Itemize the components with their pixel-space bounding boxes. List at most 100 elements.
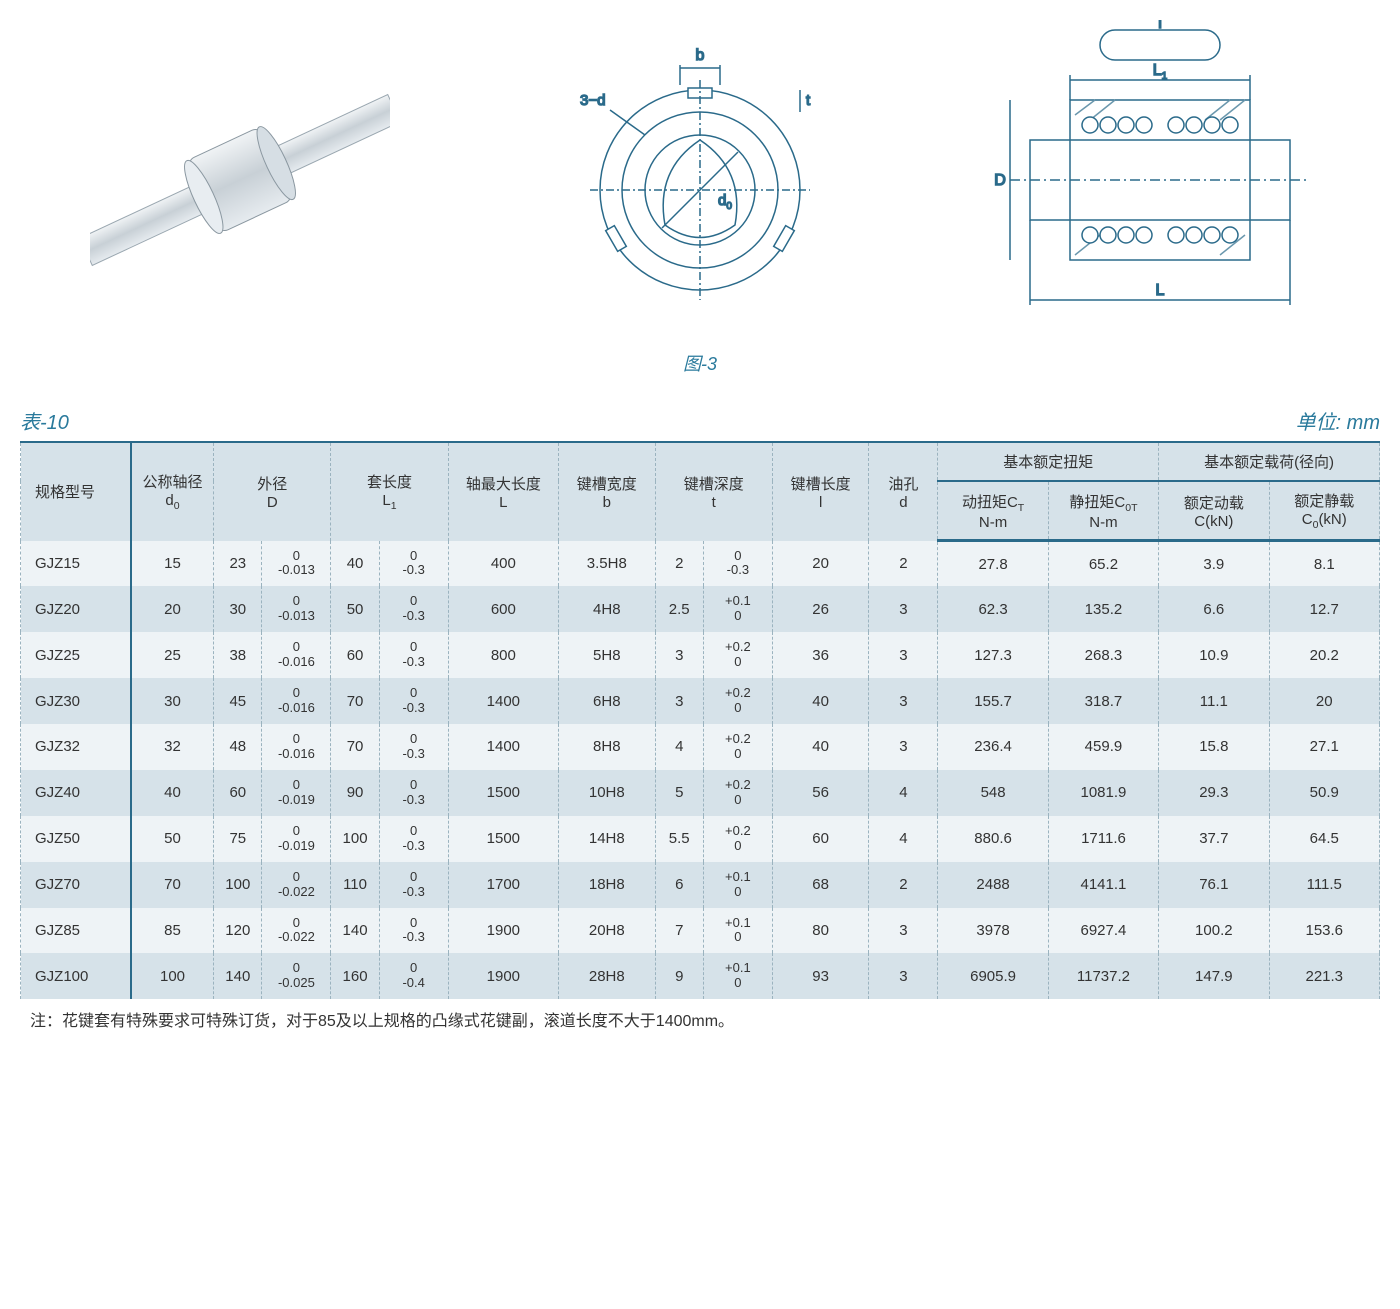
table-cell: 85: [131, 908, 214, 954]
table-cell: GJZ25: [21, 632, 131, 678]
table-cell: 6.6: [1159, 586, 1269, 632]
table-cell: GJZ85: [21, 908, 131, 954]
table-cell: 153.6: [1269, 908, 1379, 954]
table-cell: +0.20: [703, 816, 772, 862]
table-cell: 27.1: [1269, 724, 1379, 770]
th-t: 键槽深度t: [655, 442, 772, 541]
table-cell: 155.7: [938, 678, 1048, 724]
table-row: GJZ1001001400-0.0251600-0.4190028H89+0.1…: [21, 953, 1380, 999]
table-cell: 140: [331, 908, 379, 954]
table-cell: 110: [331, 862, 379, 908]
fig-side-view: l L1: [940, 20, 1380, 340]
table-row: GJZ3030450-0.016700-0.314006H83+0.204031…: [21, 678, 1380, 724]
th-load-group: 基本额定载荷(径向): [1159, 442, 1380, 481]
th-L1: 套长度L1: [331, 442, 448, 541]
table-cell: 3.5H8: [559, 541, 656, 587]
table-cell: 4141.1: [1048, 862, 1158, 908]
table-cell: 100: [331, 816, 379, 862]
table-cell: 9: [655, 953, 703, 999]
table-cell: 23: [214, 541, 262, 587]
table-cell: 1700: [448, 862, 558, 908]
table-cell: 0-0.019: [262, 770, 331, 816]
th-c0: 额定静载C0(kN): [1269, 481, 1379, 541]
table-cell: 0-0.016: [262, 632, 331, 678]
table-cell: 1500: [448, 816, 558, 862]
table-cell: 0-0.3: [379, 908, 448, 954]
table-cell: 5H8: [559, 632, 656, 678]
table-cell: 50.9: [1269, 770, 1379, 816]
table-cell: +0.20: [703, 724, 772, 770]
table-unit: 单位: mm: [1296, 406, 1380, 435]
table-cell: 45: [214, 678, 262, 724]
table-cell: 6: [655, 862, 703, 908]
table-cell: 800: [448, 632, 558, 678]
table-cell: GJZ40: [21, 770, 131, 816]
table-cell: 75: [214, 816, 262, 862]
table-cell: 36: [772, 632, 869, 678]
th-d: 油孔d: [869, 442, 938, 541]
table-cell: 11737.2: [1048, 953, 1158, 999]
table-cell: 3.9: [1159, 541, 1269, 587]
figure-area: b d0 t: [20, 20, 1380, 340]
table-cell: 15: [131, 541, 214, 587]
table-cell: 0-0.022: [262, 908, 331, 954]
th-l: 键槽长度l: [772, 442, 869, 541]
table-cell: 11.1: [1159, 678, 1269, 724]
table-cell: 20: [772, 541, 869, 587]
table-cell: 1400: [448, 724, 558, 770]
table-cell: 127.3: [938, 632, 1048, 678]
table-cell: +0.20: [703, 678, 772, 724]
table-cell: 5: [655, 770, 703, 816]
table-cell: 318.7: [1048, 678, 1158, 724]
svg-text:l: l: [1158, 20, 1162, 32]
table-cell: 12.7: [1269, 586, 1379, 632]
table-cell: 38: [214, 632, 262, 678]
th-d0: 公称轴径d0: [131, 442, 214, 541]
table-cell: 4H8: [559, 586, 656, 632]
table-cell: 70: [331, 678, 379, 724]
table-cell: 3: [869, 953, 938, 999]
table-cell: 3: [869, 632, 938, 678]
table-cell: 0-0.022: [262, 862, 331, 908]
table-cell: 0-0.3: [703, 541, 772, 587]
fig-3d-render: [20, 70, 460, 290]
table-cell: 28H8: [559, 953, 656, 999]
table-cell: 25: [131, 632, 214, 678]
table-cell: 64.5: [1269, 816, 1379, 862]
table-cell: 5.5: [655, 816, 703, 862]
table-cell: 8.1: [1269, 541, 1379, 587]
table-cell: +0.20: [703, 632, 772, 678]
table-cell: 100: [214, 862, 262, 908]
table-cell: 3: [869, 724, 938, 770]
table-footnote: 注：花键套有特殊要求可特殊订货，对于85及以上规格的凸缘式花键副，滚道长度不大于…: [20, 1007, 1380, 1031]
table-row: GJZ70701000-0.0221100-0.3170018H86+0.106…: [21, 862, 1380, 908]
table-cell: 160: [331, 953, 379, 999]
th-D: 外径D: [214, 442, 331, 541]
th-ct: 动扭矩CTN-m: [938, 481, 1048, 541]
table-cell: 32: [131, 724, 214, 770]
table-cell: 1081.9: [1048, 770, 1158, 816]
table-cell: 40: [331, 541, 379, 587]
spec-table: 规格型号 公称轴径d0 外径D 套长度L1 轴最大长度L 键槽宽度b 键槽深度t…: [20, 441, 1380, 999]
svg-text:L1: L1: [1153, 62, 1168, 82]
table-cell: 93: [772, 953, 869, 999]
table-cell: 10.9: [1159, 632, 1269, 678]
table-cell: 1500: [448, 770, 558, 816]
table-cell: 2: [869, 541, 938, 587]
fig-cross-section: b d0 t: [480, 40, 920, 320]
table-cell: 62.3: [938, 586, 1048, 632]
table-cell: 70: [331, 724, 379, 770]
table-cell: 0-0.013: [262, 586, 331, 632]
table-cell: 0-0.016: [262, 678, 331, 724]
table-cell: 14H8: [559, 816, 656, 862]
th-c: 额定动载C(kN): [1159, 481, 1269, 541]
table-cell: 140: [214, 953, 262, 999]
table-cell: 1400: [448, 678, 558, 724]
table-cell: 0-0.016: [262, 724, 331, 770]
table-cell: 30: [131, 678, 214, 724]
table-cell: 135.2: [1048, 586, 1158, 632]
svg-text:d0: d0: [718, 192, 732, 212]
table-cell: 6905.9: [938, 953, 1048, 999]
table-row: GJZ3232480-0.016700-0.314008H84+0.204032…: [21, 724, 1380, 770]
table-row: GJZ85851200-0.0221400-0.3190020H87+0.108…: [21, 908, 1380, 954]
